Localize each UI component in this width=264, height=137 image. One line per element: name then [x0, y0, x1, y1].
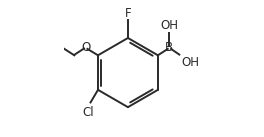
Text: OH: OH — [182, 56, 200, 69]
Text: O: O — [81, 41, 90, 54]
Text: B: B — [165, 41, 173, 54]
Text: OH: OH — [161, 18, 178, 32]
Text: F: F — [125, 7, 131, 20]
Text: Cl: Cl — [82, 106, 94, 119]
